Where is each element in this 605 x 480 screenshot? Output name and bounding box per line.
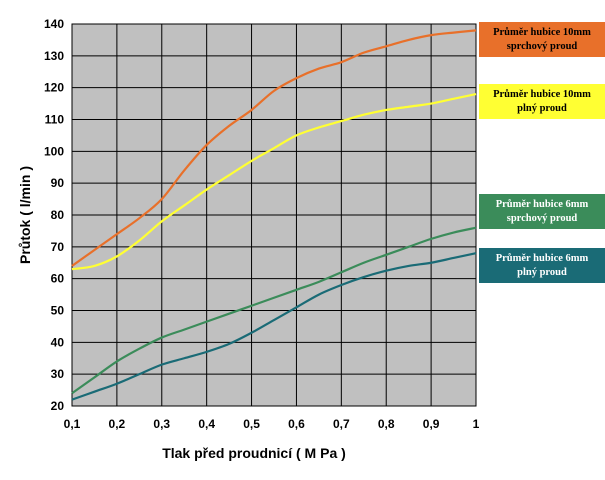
- y-tick-label: 80: [51, 208, 65, 222]
- x-tick-label: 0,9: [423, 417, 440, 431]
- x-tick-label: 0,6: [288, 417, 305, 431]
- y-axis-ticks: 20 30 40 50 60 70 80 90 100 110 120 130 140: [44, 17, 64, 413]
- y-tick-label: 30: [51, 367, 65, 381]
- x-tick-label: 0,4: [198, 417, 215, 431]
- x-tick-label: 0,2: [109, 417, 126, 431]
- series-line-10mm-plny: [71, 92, 477, 271]
- y-tick-label: 130: [44, 49, 64, 63]
- legend-item-10mm-sprchovy: Průměr hubice 10mm sprchový proud: [479, 22, 605, 57]
- legend-item-6mm-plny: Průměr hubice 6mm plný proud: [479, 248, 605, 283]
- legend-label: Průměr hubice 6mm plný proud: [495, 253, 589, 278]
- y-tick-label: 40: [51, 335, 65, 349]
- x-tick-label: 0,3: [153, 417, 170, 431]
- x-axis-title: Tlak před proudnicí ( M Pa ): [162, 445, 346, 461]
- x-tick-label: 0,1: [64, 417, 81, 431]
- y-tick-label: 20: [51, 399, 65, 413]
- y-tick-label: 110: [45, 113, 65, 127]
- y-tick-label: 60: [51, 272, 65, 286]
- x-axis-ticks: 0,1 0,2 0,3 0,4 0,5 0,6 0,7 0,8 0,9 1: [64, 417, 480, 431]
- x-tick-label: 0,7: [333, 417, 350, 431]
- legend-label: Průměr hubice 6mm sprchový proud: [495, 199, 589, 224]
- legend-item-6mm-sprchovy: Průměr hubice 6mm sprchový proud: [479, 194, 605, 229]
- series-lines: [71, 29, 477, 401]
- series-line-6mm-sprchovy: [71, 226, 477, 395]
- x-tick-label: 1: [473, 417, 480, 431]
- y-tick-label: 100: [44, 144, 64, 158]
- x-tick-label: 0,5: [243, 417, 260, 431]
- series-line-6mm-plny: [71, 252, 477, 401]
- y-tick-label: 90: [51, 176, 65, 190]
- legend-label: Průměr hubice 10mm plný proud: [493, 89, 591, 114]
- y-tick-label: 140: [44, 17, 64, 31]
- x-tick-label: 0,8: [378, 417, 395, 431]
- legend-label: Průměr hubice 10mm sprchový proud: [493, 27, 591, 52]
- legend-item-10mm-plny: Průměr hubice 10mm plný proud: [479, 84, 605, 119]
- series-line-10mm-sprchovy: [71, 29, 477, 267]
- y-tick-label: 120: [44, 81, 64, 95]
- y-axis-title: Průtok ( l/min ): [17, 166, 33, 264]
- y-tick-label: 70: [51, 240, 65, 254]
- y-tick-label: 50: [51, 304, 65, 318]
